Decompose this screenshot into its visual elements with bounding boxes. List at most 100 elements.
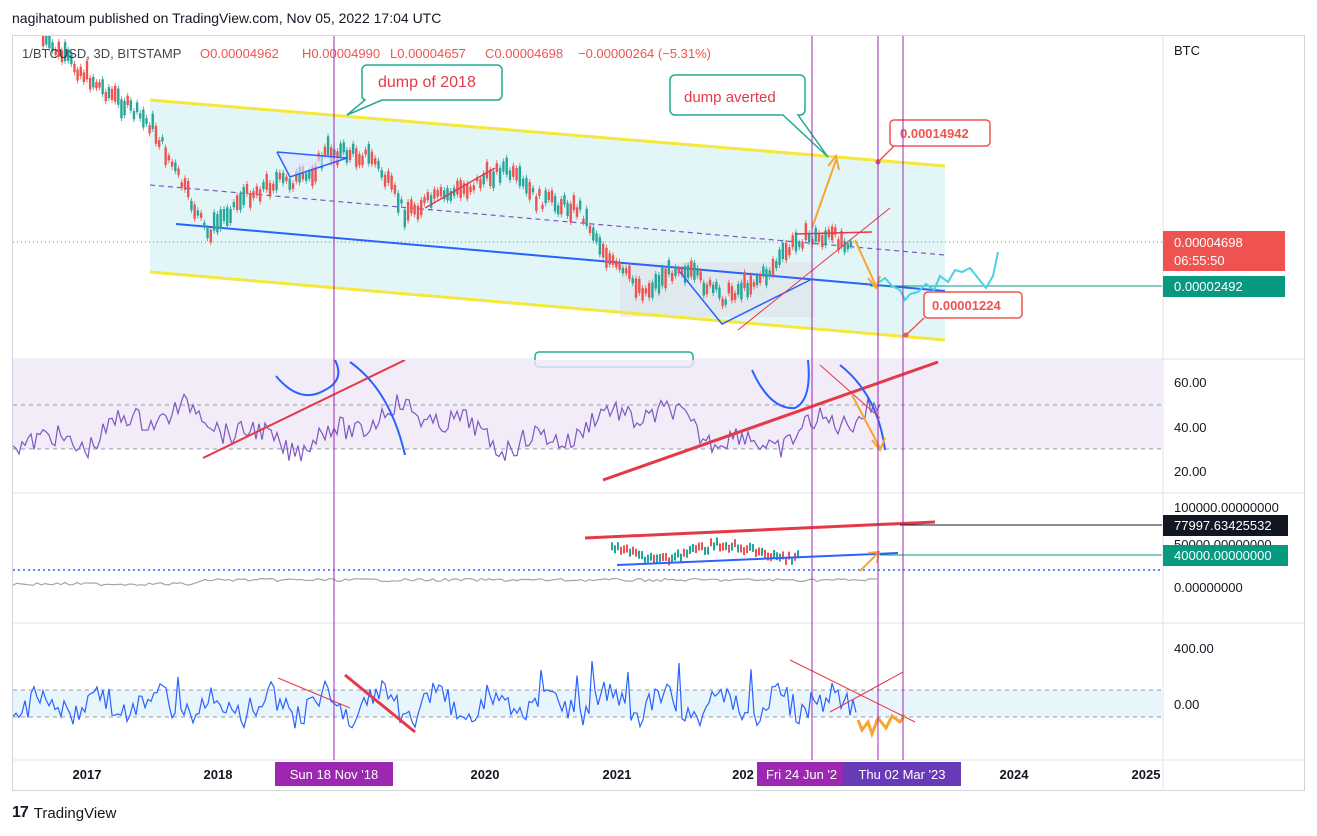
candle-body [721,298,724,307]
callout-dump-2018-text: dump of 2018 [378,74,476,91]
candle-body [314,164,317,182]
time-axis: 2017 2018 2020 2021 202 2024 2025 [73,767,1161,782]
candle-body [45,36,48,45]
candle-body [311,166,314,187]
volume-candle [638,550,640,559]
volume-candle [674,552,676,561]
candle-body [95,82,98,89]
candle-body [355,148,358,168]
candle-body [104,92,107,102]
channel-midline [149,184,946,256]
candle-body [235,195,239,210]
candle-body [508,170,512,180]
volume-candle [647,554,649,563]
candle-body [615,260,618,268]
volume-candle [770,553,772,562]
candle-body [326,136,330,156]
candle-body [88,77,92,90]
currency-label: BTC [1174,43,1200,58]
candle-body [397,193,400,213]
candle-body [768,270,771,277]
candle-body [67,49,70,61]
candle-body [330,147,333,163]
rising-wedge-top [794,231,873,235]
candle-body [727,282,731,294]
candle-body [170,161,174,167]
candle-body [705,284,709,295]
candle-body [814,227,817,242]
candle-body [110,88,114,100]
time-marker-1-text: Sun 18 Nov '18 [290,767,379,782]
candle-body [380,170,383,178]
candle-body [154,125,158,144]
volume-candle [785,556,787,565]
volume-candle [632,546,634,555]
candle-body [249,193,252,208]
volume-candle [677,549,679,558]
candle-body [462,183,466,194]
volume-candle [692,544,694,553]
rsi-curve-1 [275,360,340,397]
candle-body [693,262,696,280]
candle-body [135,102,139,113]
candle-body [560,198,563,215]
candle-body [550,190,554,203]
candle-body [578,200,582,210]
tradingview-logo-icon: 17 [12,804,29,821]
candle-body [680,268,684,275]
volume-candle [734,539,736,548]
volume-candle [650,552,652,561]
candle-body [466,183,469,199]
tradingview-brand: TradingView [33,804,117,822]
osc-axis: 400.00 0.00 [1174,641,1214,712]
rsi-tick-20: 20.00 [1174,464,1207,479]
candle-body [479,179,482,189]
candle-body [485,161,489,179]
volume-candle [656,554,658,563]
callout-averted-text: dump averted [684,89,776,106]
candle-body [180,182,183,188]
candle-body [272,183,275,191]
candle-body [482,173,485,185]
volume-candle [752,543,754,552]
tradingview-footer: 17 TradingView [12,804,116,822]
volume-candle [617,542,619,551]
candle-body [641,288,644,301]
candle-body [621,267,625,274]
candle-body [472,185,476,191]
volume-candle [614,545,616,554]
volume-candle [782,551,784,560]
candle-body [145,117,148,124]
candle-body [410,199,413,214]
candle-body [446,188,449,201]
candle-body [129,100,133,111]
pane-separators [13,36,1304,790]
candle-body [216,213,219,233]
candle-body [367,143,370,164]
volume-candle [611,542,613,551]
year-2018: 2018 [204,767,233,782]
volume-candle [644,556,646,565]
candle-body [758,274,762,283]
candle-body [212,212,216,231]
candle-body [834,227,837,235]
candle-body [295,171,298,182]
candle-body [107,87,111,99]
volume-candle [767,552,769,561]
candle-body [364,149,367,155]
ohlc-change: −0.00000264 (−5.31%) [578,46,711,61]
candle-body [123,101,126,116]
candle-body [377,160,380,169]
candle-body [528,182,531,200]
rsi-axis: 60.00 40.00 20.00 [1174,375,1207,479]
candle-body [664,268,667,289]
candle-body [749,275,752,295]
candle-body [699,271,702,281]
candle-body [696,268,699,276]
rsi-curve-2 [349,361,406,456]
candle-body [232,202,236,208]
candle-body [631,278,634,284]
projection-path [877,251,999,302]
volume-candle [788,551,790,560]
candle-body [502,161,505,172]
